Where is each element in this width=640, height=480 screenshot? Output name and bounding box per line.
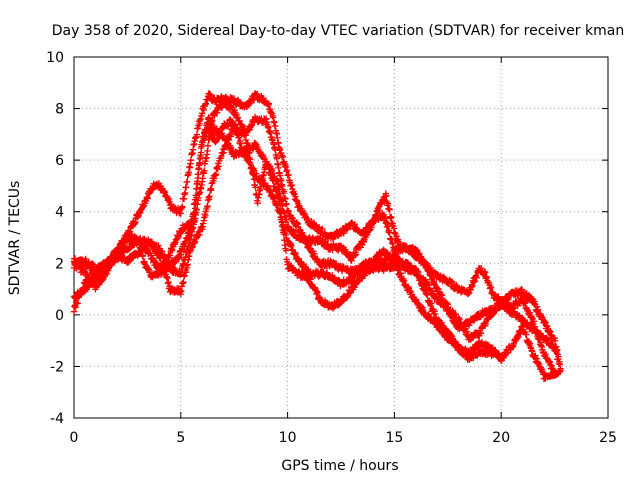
y-tick-label: 10: [46, 50, 64, 66]
x-tick-label: 20: [492, 430, 510, 446]
data-point-markers: [70, 121, 558, 382]
y-tick-label: -2: [50, 359, 64, 375]
y-tick-label: 0: [55, 308, 64, 324]
x-tick-label: 25: [599, 430, 617, 446]
series-layer: [70, 90, 564, 382]
chart-title: Day 358 of 2020, Sidereal Day-to-day VTE…: [52, 23, 624, 39]
y-tick-label: 6: [55, 153, 64, 169]
y-tick-label: 2: [55, 256, 64, 272]
x-axis-label: GPS time / hours: [281, 458, 398, 474]
series-trace-d: [70, 98, 564, 379]
data-point-markers: [70, 98, 564, 379]
y-axis-label: SDTVAR / TECUs: [7, 181, 23, 296]
axis-layer: 0 5 10 15 20 25 -4 -2 0 2 4 6 8 10: [46, 50, 617, 446]
x-tick-label: 10: [279, 430, 297, 446]
plot-frame: [73, 56, 609, 419]
x-tick-label: 15: [385, 430, 403, 446]
y-tick-label: 8: [55, 102, 64, 118]
grid-layer: [74, 57, 608, 418]
y-tick-label: 4: [55, 205, 64, 221]
x-tick-label: 0: [70, 430, 79, 446]
series-trace-e: [70, 121, 558, 382]
x-tick-label: 5: [176, 430, 185, 446]
y-tick-label: -4: [50, 411, 64, 427]
